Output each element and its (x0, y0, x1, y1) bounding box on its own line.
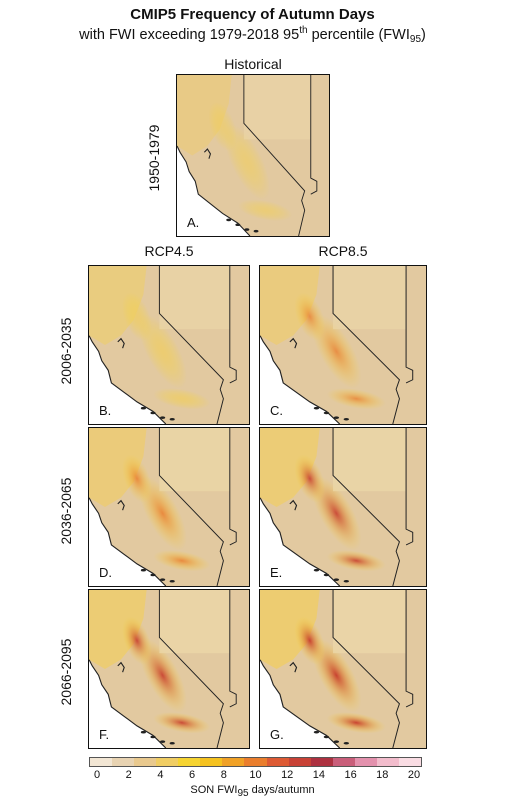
map-g (260, 590, 426, 748)
map-b (89, 266, 249, 424)
colorbar-swatch (398, 758, 421, 766)
colorbar-swatch (266, 758, 289, 766)
colorbar-tick-label: 2 (125, 769, 132, 781)
map-panel-a: A. (176, 74, 330, 237)
map-e (260, 428, 426, 586)
column-label-rcp45: RCP4.5 (144, 243, 194, 259)
colorbar-swatch (376, 758, 399, 766)
colorbar-tick-label: 14 (312, 769, 326, 781)
colorbar-swatch (288, 758, 311, 766)
colorbar-swatch (90, 758, 113, 766)
colorbar-swatch (244, 758, 267, 766)
panel-label-f: F. (99, 727, 110, 742)
column-label-rcp85: RCP8.5 (318, 243, 368, 259)
map-panel-b: B. (88, 265, 250, 425)
colorbar-swatch (310, 758, 333, 766)
colorbar-swatch (222, 758, 245, 766)
map-panel-c: C. (259, 265, 427, 425)
map-f (89, 590, 249, 748)
colorbar-swatch (200, 758, 223, 766)
colorbar-title-subscript: 95 (237, 788, 249, 799)
column-label-historical: Historical (224, 56, 282, 72)
colorbar-title-suffix: days/autumn (248, 784, 315, 796)
map-a (177, 75, 329, 236)
colorbar-swatch (156, 758, 179, 766)
colorbar-swatch (332, 758, 355, 766)
panel-label-b: B. (99, 403, 112, 418)
subtitle-subscript: 95 (409, 34, 422, 45)
colorbar-tick-label: 6 (189, 769, 196, 781)
row-label-1950-1979: 1950-1979 (146, 124, 162, 192)
row-label-2006-2035: 2006-2035 (58, 317, 74, 385)
subtitle-text: with FWI exceeding 1979-2018 95 (79, 27, 300, 43)
row-label-2066-2095: 2066-2095 (58, 638, 74, 706)
map-panel-g: G. (259, 589, 427, 749)
colorbar-tick-label: 0 (93, 769, 101, 781)
panel-label-c: C. (270, 403, 283, 418)
colorbar-swatch (134, 758, 157, 766)
panel-label-a: A. (187, 215, 200, 230)
panel-label-e: E. (270, 565, 283, 580)
colorbar-title-prefix: SON FWI (190, 784, 238, 796)
colorbar-tick-label: 4 (157, 769, 164, 781)
colorbar (89, 757, 422, 767)
panel-label-d: D. (99, 565, 112, 580)
colorbar-tick-label: 16 (344, 769, 357, 781)
colorbar-tick-label: 12 (281, 769, 294, 781)
colorbar-title: SON FWI95 days/autumn (0, 784, 505, 799)
colorbar-tick-label: 8 (220, 769, 227, 781)
panel-label-g: G. (270, 727, 284, 742)
colorbar-swatch (178, 758, 201, 766)
colorbar-swatch (112, 758, 135, 766)
colorbar-tick-label: 18 (376, 769, 389, 781)
colorbar-tick-label: 20 (407, 769, 421, 781)
map-panel-e: E. (259, 427, 427, 587)
figure-title: CMIP5 Frequency of Autumn Days (130, 6, 375, 23)
subtitle-superscript: th (299, 25, 308, 36)
map-panel-f: F. (88, 589, 250, 749)
map-panel-d: D. (88, 427, 250, 587)
subtitle-text-end: ) (421, 27, 426, 43)
colorbar-swatch (354, 758, 377, 766)
subtitle-text-mid: percentile (FWI (307, 27, 410, 43)
map-d (89, 428, 249, 586)
figure-subtitle: with FWI exceeding 1979-2018 95th percen… (0, 25, 505, 45)
map-c (260, 266, 426, 424)
colorbar-ticks: 0 2 4 6 8 10 12 14 16 18 20 (89, 769, 422, 783)
colorbar-tick-label: 10 (249, 769, 262, 781)
row-label-2036-2065: 2036-2065 (58, 477, 74, 545)
